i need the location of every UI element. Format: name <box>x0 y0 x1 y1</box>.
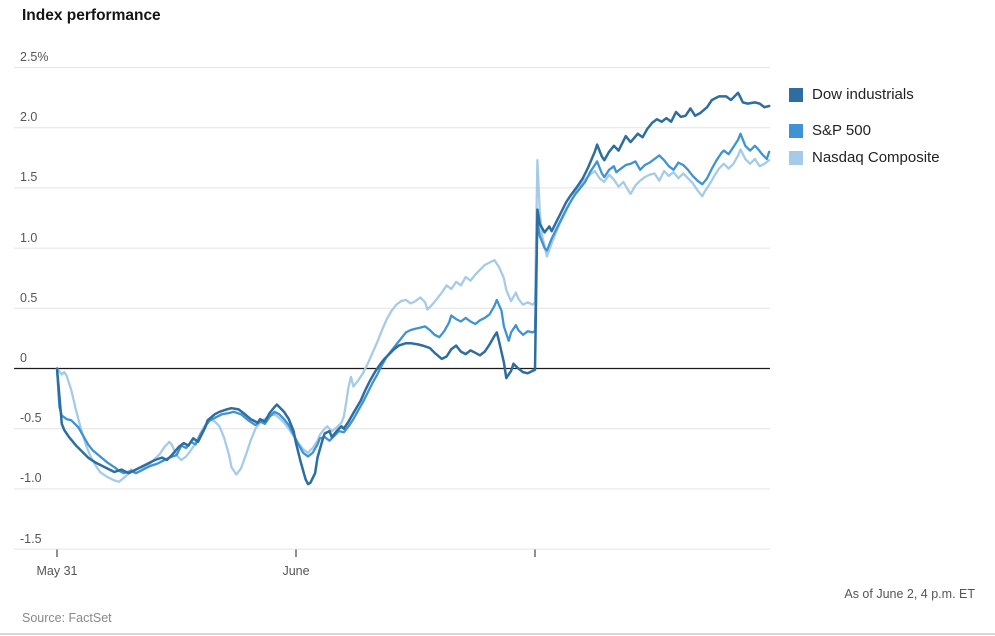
source-credit: Source: FactSet <box>22 611 112 625</box>
x-axis-label: May 31 <box>36 564 78 578</box>
y-axis-label: 2.0 <box>20 110 38 125</box>
y-axis-label: 2.5% <box>20 50 49 64</box>
y-axis-label: 1.5 <box>20 170 38 185</box>
legend-item-nasdaq: Nasdaq Composite <box>789 149 940 166</box>
x-axis-label: June <box>282 564 310 578</box>
y-axis-label: 1.0 <box>20 230 38 245</box>
legend-item-dow: Dow industrials <box>789 86 914 103</box>
legend-item-sp500: S&P 500 <box>789 122 871 139</box>
bottom-divider <box>0 633 995 635</box>
dow-swatch-icon <box>789 87 803 102</box>
y-axis-label: 0 <box>20 351 27 365</box>
y-axis-label: 0.5 <box>20 290 38 305</box>
series-line-dow-industrials <box>55 91 771 486</box>
nasdaq-swatch-icon <box>789 150 803 165</box>
series-line-s-p-500 <box>55 132 771 475</box>
legend-label: S&P 500 <box>812 122 871 139</box>
y-axis-label: -0.5 <box>20 411 42 426</box>
chart-title: Index performance <box>22 7 161 24</box>
legend-label: Nasdaq Composite <box>812 149 940 166</box>
y-axis-label: -1.0 <box>20 471 42 486</box>
legend-label: Dow industrials <box>812 86 914 103</box>
series-line-nasdaq-composite <box>55 148 771 483</box>
sp500-swatch-icon <box>789 123 803 138</box>
as-of-note: As of June 2, 4 p.m. ET <box>844 587 975 601</box>
y-axis-label: -1.5 <box>20 531 42 546</box>
